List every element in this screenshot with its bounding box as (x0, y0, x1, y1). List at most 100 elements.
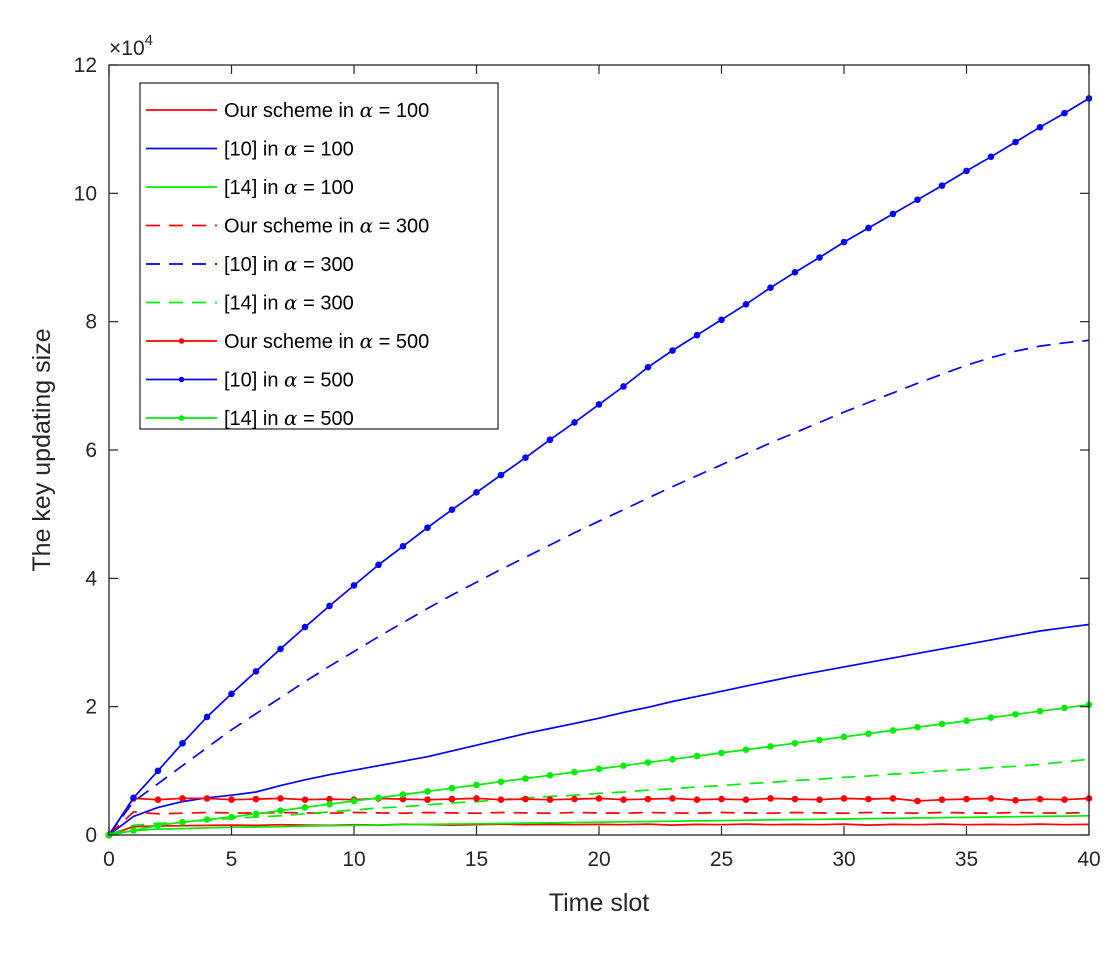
data-point (1036, 707, 1044, 715)
data-point (693, 331, 701, 339)
data-point (840, 733, 848, 741)
data-point (203, 713, 211, 721)
x-tick-label: 35 (955, 848, 978, 871)
data-point (277, 645, 284, 653)
data-point (497, 471, 505, 479)
data-point (473, 781, 480, 789)
data-point (252, 668, 260, 675)
data-point (595, 765, 603, 773)
legend-label-symbol: α (360, 98, 374, 122)
data-point (938, 182, 946, 189)
data-point (571, 768, 578, 776)
data-point (301, 804, 309, 811)
data-point (497, 796, 505, 804)
data-point (203, 795, 211, 802)
data-point (1061, 796, 1068, 804)
legend-label-prefix: [14] in (224, 408, 284, 430)
data-point (865, 730, 872, 737)
legend-marker (178, 338, 185, 344)
data-point (595, 401, 603, 408)
legend-item: Our scheme in α = 300 (146, 214, 429, 238)
data-point (277, 795, 284, 802)
legend-item: [10] in α = 100 (146, 137, 354, 161)
data-point (154, 822, 162, 829)
data-point (595, 795, 603, 802)
x-tick-label: 0 (103, 848, 115, 871)
y-tick-label: 12 (74, 54, 97, 77)
legend-label-symbol: α (284, 406, 298, 430)
legend-label: Our scheme in α = 300 (224, 214, 429, 238)
data-point (301, 623, 309, 631)
legend-label: [14] in α = 100 (224, 175, 354, 199)
series-line (108, 814, 1090, 836)
data-point (816, 736, 823, 744)
data-point (718, 749, 725, 757)
data-point (620, 383, 627, 390)
data-point (130, 827, 137, 834)
data-point (154, 796, 162, 804)
legend-marker (178, 415, 185, 421)
data-point (448, 784, 456, 792)
data-point (1036, 123, 1044, 131)
data-point (963, 167, 970, 175)
data-point (1012, 711, 1019, 718)
data-point (154, 767, 162, 775)
data-point (963, 795, 970, 803)
data-point (497, 778, 505, 786)
legend-label-symbol: α (360, 214, 374, 238)
x-tick-label: 10 (342, 848, 365, 871)
data-point (889, 727, 897, 734)
data-point (228, 796, 235, 804)
data-point (938, 796, 946, 804)
data-point (473, 795, 480, 802)
legend-label-prefix: [10] in (224, 370, 284, 392)
data-point (424, 796, 431, 804)
legend-label-suffix: = 100 (298, 139, 354, 161)
data-point (179, 739, 186, 747)
legend-item: [14] in α = 300 (146, 291, 354, 315)
data-point (669, 347, 676, 354)
data-point (399, 791, 407, 798)
x-axis: 0 5 10 15 20 25 30 35 40 (103, 65, 1101, 871)
legend-label-prefix: [10] in (224, 254, 284, 276)
data-point (791, 739, 799, 747)
series-line (108, 339, 1090, 836)
data-point (424, 788, 431, 795)
x-tick-label: 5 (226, 848, 238, 871)
legend-label-symbol: α (360, 329, 374, 353)
data-point (742, 796, 750, 804)
data-point (1012, 138, 1019, 146)
legend-item: [14] in α = 100 (146, 175, 354, 199)
legend-label: [10] in α = 300 (224, 252, 354, 276)
data-point (669, 795, 676, 802)
data-point (620, 762, 627, 770)
data-point (399, 542, 407, 550)
data-point (326, 602, 333, 610)
data-point (375, 794, 382, 802)
x-tick-label: 15 (465, 848, 488, 871)
data-point (767, 284, 774, 291)
data-point (546, 772, 554, 779)
x-tick-label: 30 (832, 848, 855, 871)
y-tick-label: 0 (85, 824, 97, 847)
legend-label-prefix: [14] in (224, 293, 284, 315)
data-point (1061, 109, 1068, 117)
y-exponent-power: 4 (145, 32, 153, 49)
series-line (108, 623, 1090, 836)
data-point (840, 795, 848, 802)
data-point (130, 794, 137, 802)
y-exponent-base: ×10 (109, 37, 145, 60)
legend-item: [14] in α = 500 (146, 406, 354, 430)
x-tick-label: 25 (710, 848, 733, 871)
data-point (693, 752, 701, 760)
legend-label-symbol: α (284, 252, 298, 276)
legend-label-prefix: [10] in (224, 139, 284, 161)
y-tick-label: 8 (85, 311, 97, 334)
data-point (620, 796, 627, 804)
y-tick-label: 4 (85, 567, 97, 590)
series-line (108, 811, 1090, 836)
legend-label: Our scheme in α = 500 (224, 329, 429, 353)
y-tick-label: 6 (85, 439, 97, 462)
data-point (889, 795, 897, 802)
